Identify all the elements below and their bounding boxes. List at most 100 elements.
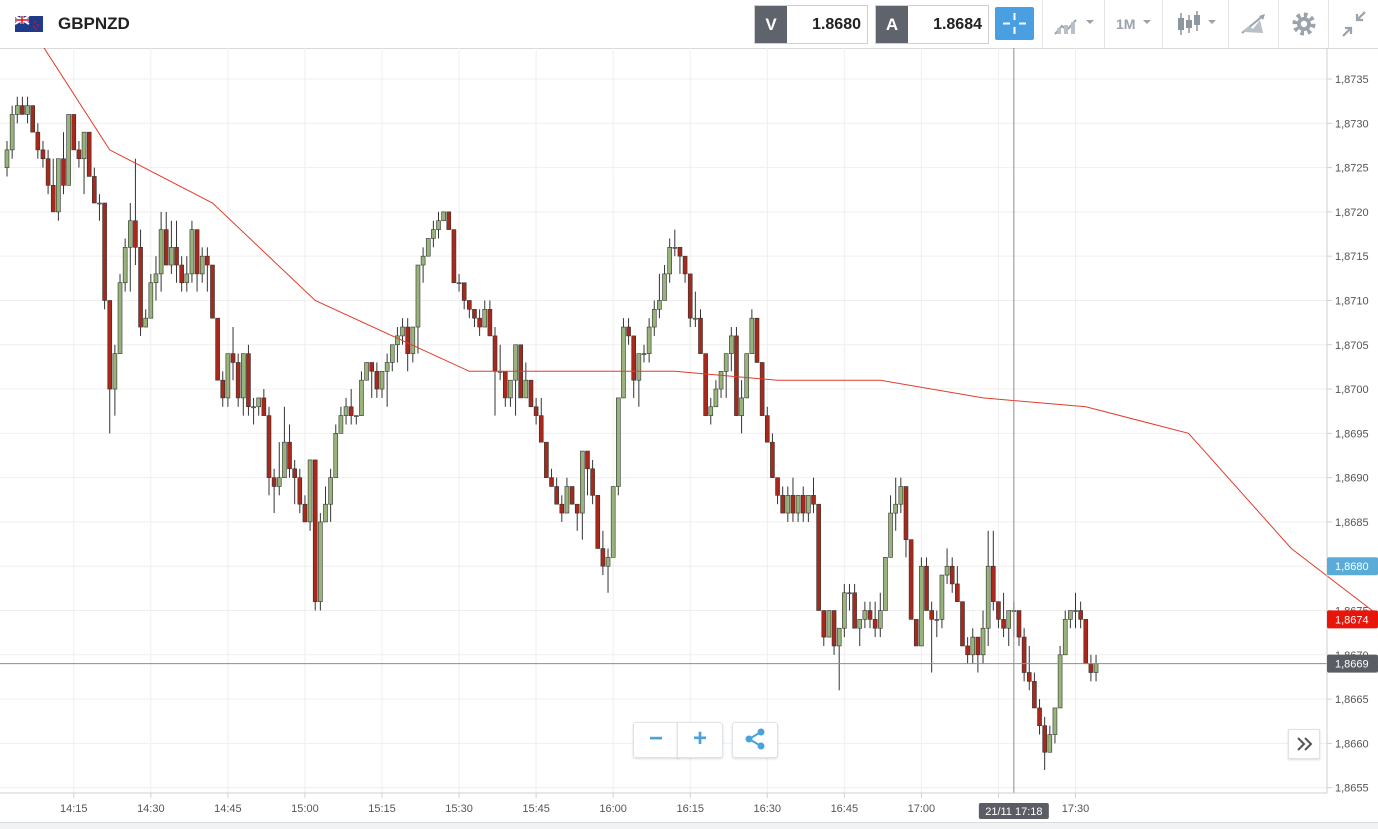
candle	[66, 114, 71, 186]
candle	[857, 619, 863, 646]
candle	[348, 389, 354, 425]
candle-body	[631, 335, 637, 381]
candle	[1047, 725, 1053, 753]
candle	[883, 557, 888, 611]
candle	[425, 238, 431, 257]
candle-body	[189, 229, 195, 275]
candle	[482, 300, 488, 328]
candle-body	[759, 362, 765, 416]
candle	[549, 468, 554, 487]
candle-body	[81, 131, 87, 160]
candle	[800, 486, 806, 522]
symbol-title: GBPNZD	[58, 14, 130, 33]
candle-body	[913, 619, 919, 647]
candle-body	[138, 247, 143, 328]
candle-body	[800, 495, 806, 514]
candle	[307, 459, 313, 531]
candle-body	[996, 601, 1001, 620]
candle	[282, 406, 287, 478]
candle-body	[657, 300, 662, 310]
candle	[395, 327, 400, 363]
crosshair-time-label: 21/11 17:18	[985, 806, 1042, 818]
candle	[626, 318, 631, 345]
candle-body	[985, 565, 991, 629]
candle-body	[369, 362, 375, 372]
candle-body	[1037, 707, 1042, 726]
zoom-out-button[interactable]: −	[633, 722, 679, 758]
candle-body	[831, 610, 837, 647]
scroll-to-latest-button[interactable]	[1288, 729, 1320, 759]
y-tick-label: 1,8710	[1335, 295, 1369, 307]
candle-body	[246, 353, 251, 408]
y-tick-label: 1,8720	[1335, 207, 1369, 219]
candle-body	[785, 495, 791, 514]
candle	[687, 273, 693, 328]
buy-price-button[interactable]: A 1.8684	[875, 5, 989, 44]
sell-price-button[interactable]: V 1.8680	[754, 5, 868, 44]
candle	[780, 486, 785, 514]
candle	[574, 503, 580, 531]
candle-body	[205, 255, 210, 266]
candle	[415, 264, 421, 354]
candle-body	[708, 406, 714, 416]
crosshair-button[interactable]	[995, 7, 1034, 40]
candlestick-button[interactable]	[1162, 0, 1229, 48]
bottom-strip	[0, 822, 1378, 829]
share-button[interactable]	[732, 722, 778, 758]
candle	[271, 468, 277, 514]
candle-body	[127, 220, 133, 248]
candle-body	[230, 353, 236, 363]
candle-body	[929, 610, 934, 620]
y-tick-label: 1,8665	[1335, 694, 1369, 706]
candle	[292, 459, 297, 505]
candle	[862, 601, 868, 629]
candle-body	[312, 459, 318, 602]
candle	[461, 282, 467, 310]
candle	[564, 477, 570, 514]
candle-body	[241, 353, 246, 399]
candle	[631, 335, 637, 398]
candle	[693, 291, 698, 328]
candle	[1057, 645, 1063, 709]
period-selector[interactable]	[1104, 0, 1163, 48]
candle-body	[14, 105, 20, 115]
chart-type-button[interactable]	[1042, 0, 1105, 48]
candle	[991, 530, 996, 611]
candle-body	[934, 619, 940, 621]
candle	[467, 300, 472, 319]
candle-body	[646, 326, 652, 354]
candle	[153, 256, 159, 301]
candle-body	[282, 441, 287, 478]
candle	[811, 477, 816, 514]
collapse-button[interactable]	[1328, 0, 1378, 48]
candle	[533, 397, 539, 425]
candle-body	[271, 477, 277, 487]
candle	[826, 610, 832, 638]
candle	[970, 628, 976, 664]
chart-type-icon	[1054, 19, 1094, 35]
candle-body	[148, 282, 154, 319]
candle	[836, 627, 842, 691]
price-chart[interactable]: 1,8735 1,8730 1,8725 1,8720 1,8715 1,8710 1,87…	[0, 48, 1378, 822]
zoom-in-button[interactable]: +	[677, 722, 723, 758]
y-tick-label: 1,8730	[1335, 118, 1369, 130]
candle-body	[1026, 672, 1032, 682]
candle	[4, 141, 10, 177]
candle-body	[898, 486, 904, 505]
candle-body	[919, 565, 924, 647]
candle	[749, 309, 755, 354]
candle	[302, 495, 308, 523]
candle	[14, 96, 20, 124]
x-tick-label: 15:00	[291, 803, 319, 815]
candle-body	[806, 495, 811, 514]
y-tick-label: 1,8715	[1335, 251, 1369, 263]
drawing-tools-button[interactable]	[1228, 0, 1279, 48]
candle	[405, 318, 410, 372]
candle	[888, 495, 893, 558]
settings-button[interactable]	[1278, 0, 1329, 48]
candle	[790, 477, 796, 522]
candle-body	[1001, 619, 1006, 629]
moving-average-line	[43, 48, 1378, 616]
candle	[744, 353, 750, 399]
candle	[831, 610, 837, 655]
